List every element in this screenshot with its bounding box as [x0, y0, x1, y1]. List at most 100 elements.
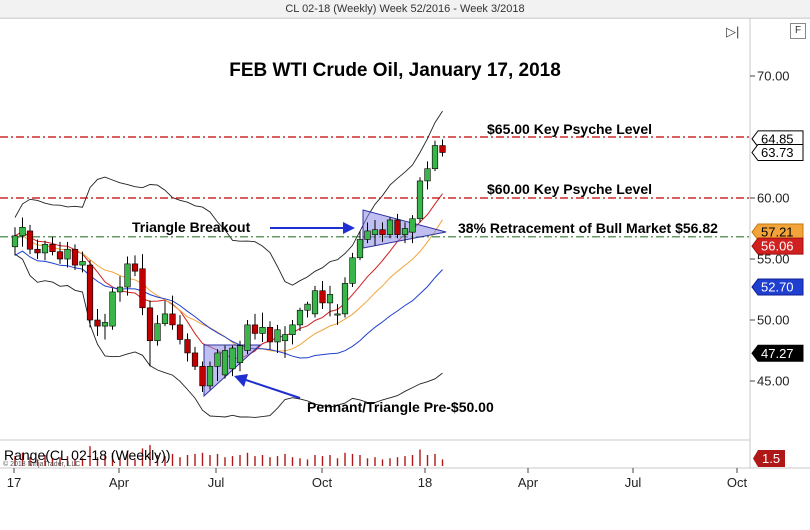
candle	[281, 326, 289, 358]
candle	[71, 244, 79, 270]
price-tag: 52.70	[751, 278, 804, 296]
candle	[131, 255, 139, 277]
x-tick-label: 17	[7, 475, 21, 490]
candle	[319, 280, 326, 310]
price-axis: 70.00 60.00 55.00 50.00 45.00	[750, 69, 790, 389]
x-tick-label: Apr	[518, 475, 539, 490]
candle	[416, 177, 424, 223]
candle	[349, 252, 356, 288]
candle	[296, 307, 304, 331]
svg-text:52.70: 52.70	[761, 280, 794, 295]
candle	[11, 227, 19, 256]
candle	[19, 217, 26, 247]
candle	[94, 309, 101, 336]
x-tick-label: Jul	[208, 475, 225, 490]
arrow-pennant	[234, 374, 301, 399]
x-tick-label: Oct	[312, 475, 333, 490]
candle	[401, 222, 409, 244]
candle	[326, 285, 334, 317]
candle	[191, 346, 199, 371]
candle	[214, 349, 221, 381]
candle	[244, 320, 251, 355]
chart-title: FEB WTI Crude Oil, January 17, 2018	[229, 60, 561, 81]
candle	[79, 251, 86, 273]
svg-text:63.73: 63.73	[761, 145, 794, 160]
candle	[304, 301, 311, 318]
y-tick-label: 55.00	[757, 252, 790, 267]
candle	[439, 139, 446, 157]
candle	[56, 241, 64, 264]
triangle-breakout-label: Triangle Breakout	[132, 219, 251, 235]
range-value-tag: 1.5	[753, 450, 785, 467]
svg-text:64.85: 64.85	[761, 131, 794, 146]
format-button[interactable]: F	[790, 23, 806, 39]
candle	[161, 300, 169, 327]
svg-text:56.06: 56.06	[761, 239, 794, 254]
retracement-label: 38% Retracement of Bull Market $56.82	[458, 220, 718, 236]
candle	[199, 361, 206, 392]
candle	[206, 361, 214, 390]
y-tick-label: 60.00	[757, 191, 790, 206]
x-tick-label: Oct	[727, 475, 748, 490]
candle	[394, 213, 401, 239]
candle	[229, 345, 236, 377]
candle	[364, 222, 371, 244]
candle	[124, 256, 131, 296]
y-tick-label: 50.00	[757, 313, 790, 328]
candle	[274, 324, 281, 353]
candle	[311, 285, 319, 318]
candle	[101, 313, 109, 340]
candle	[289, 320, 296, 345]
candle	[116, 276, 124, 302]
candle	[266, 321, 274, 350]
candle	[251, 313, 259, 340]
price-tag: 64.85	[751, 130, 804, 148]
candle	[409, 215, 416, 244]
candles	[11, 139, 446, 392]
candle	[371, 219, 379, 246]
svg-text:57.21: 57.21	[761, 225, 794, 240]
lower-band-line	[14, 253, 443, 418]
candle	[236, 340, 244, 372]
arrow-triangle-breakout	[270, 222, 355, 234]
candle	[26, 224, 34, 255]
candle	[424, 161, 431, 190]
candle	[221, 345, 229, 379]
y-tick-label: 70.00	[757, 69, 790, 84]
candle	[64, 241, 71, 268]
y-tick-label: 45.00	[757, 374, 790, 389]
candle	[176, 315, 184, 345]
candle	[184, 333, 191, 362]
candle	[86, 260, 94, 328]
candle	[49, 237, 56, 256]
range-bars	[14, 445, 444, 466]
copyright-text: © 2018 NinjaTrader, LLC	[3, 460, 80, 468]
candle	[356, 230, 364, 261]
candle	[146, 300, 154, 367]
candle	[379, 222, 386, 242]
x-tick-label: Jul	[625, 475, 642, 490]
time-axis: 17 Apr Jul Oct 18 Apr Jul Oct	[7, 468, 748, 490]
play-icon[interactable]: ▷|	[726, 24, 740, 39]
x-tick-label: Apr	[109, 475, 130, 490]
candle	[259, 312, 266, 342]
candle	[41, 240, 49, 261]
ma-blue-line	[14, 250, 443, 359]
range-indicator-label: Range(CL 02-18 (Weekly))	[4, 447, 171, 463]
key-60-label: $60.00 Key Psyche Level	[487, 181, 652, 197]
candle	[34, 239, 41, 259]
candle	[169, 295, 176, 330]
range-value: 1.5	[762, 451, 780, 466]
candle	[109, 288, 116, 330]
candle	[154, 315, 161, 346]
price-tag: 56.06	[751, 237, 804, 255]
svg-text:47.27: 47.27	[761, 346, 794, 361]
pennant-label: Pennant/Triangle Pre-$50.00	[307, 399, 494, 415]
candle	[386, 217, 394, 239]
candle	[431, 140, 439, 172]
price-tag: 63.73	[751, 143, 804, 161]
price-tag: 47.27	[751, 344, 804, 362]
candle	[334, 304, 341, 325]
